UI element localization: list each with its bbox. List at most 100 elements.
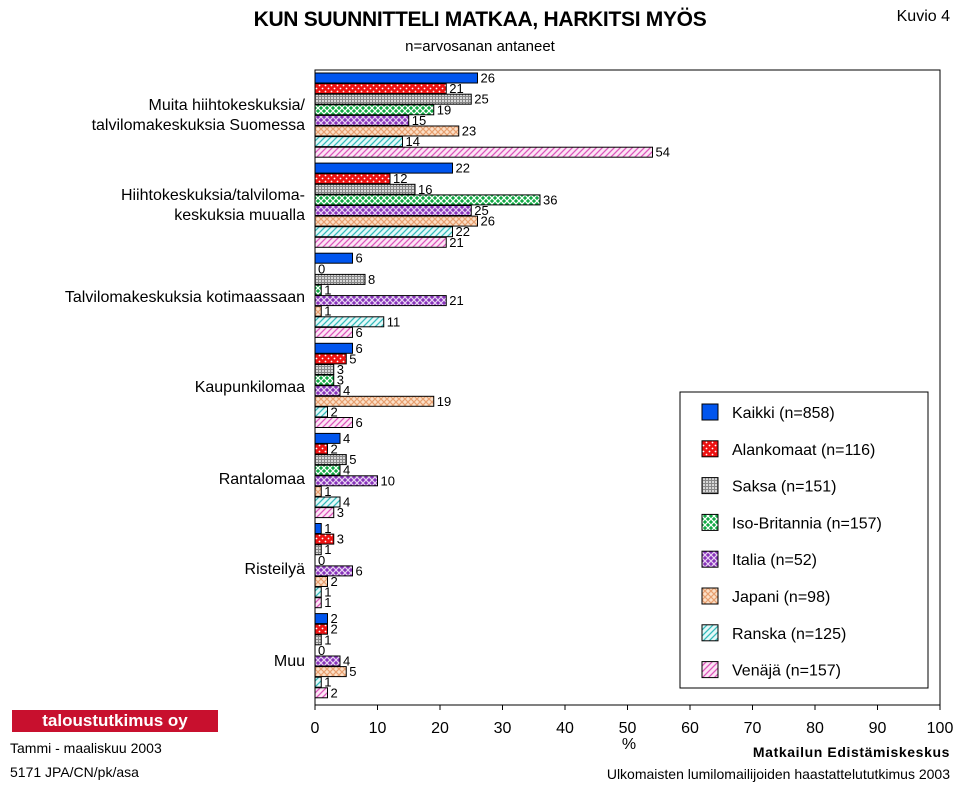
- legend-swatch-alankomaat: [701, 440, 719, 458]
- data-label-other-japani: 5: [349, 664, 356, 679]
- chart-title: KUN SUUNNITTELI MATKAA, HARKITSI MYÖS: [253, 8, 707, 31]
- source-note: Ulkomaisten lumilomailijoiden haastattel…: [606, 766, 950, 782]
- data-label-other-italia: 4: [343, 654, 350, 669]
- bar-beach-holiday-alankomaat: [314, 443, 328, 455]
- data-label-finland-resorts-italia: 15: [412, 113, 426, 128]
- category-label-home-resorts: Talvilomakeskuksia kotimaassaan: [64, 289, 305, 306]
- legend-swatch-saksa: [701, 477, 719, 495]
- survey-date: Tammi - maaliskuu 2003: [10, 740, 162, 756]
- data-label-beach-holiday-italia: 10: [381, 473, 395, 488]
- figure-number: Kuvio 4: [896, 8, 950, 25]
- bar-finland-resorts-italia: [314, 114, 410, 126]
- data-label-beach-holiday-ranska: 4: [343, 495, 350, 510]
- data-label-resorts-abroad-japani: 26: [481, 214, 495, 229]
- data-label-city-holiday-alankomaat: 5: [349, 351, 356, 366]
- data-label-home-resorts-venaja: 6: [356, 325, 363, 340]
- x-tick-label-10: 10: [369, 720, 387, 737]
- company-logo: taloustutkimus oy: [12, 710, 218, 732]
- x-tick-label-20: 20: [431, 720, 449, 737]
- x-tick-label-40: 40: [556, 720, 574, 737]
- bar-city-holiday-ranska: [314, 406, 328, 418]
- data-label-city-holiday-saksa: 3: [337, 362, 344, 377]
- data-label-cruise-venaja: 1: [324, 595, 331, 610]
- data-label-cruise-japani: 2: [331, 574, 338, 589]
- x-tick-label-100: 100: [927, 720, 954, 737]
- data-label-resorts-abroad-venaja: 21: [449, 235, 463, 250]
- bar-finland-resorts-venaja: [314, 146, 653, 158]
- legend-swatch-italia: [701, 550, 719, 568]
- data-label-resorts-abroad-alankomaat: 12: [393, 171, 407, 186]
- data-label-cruise-ranska: 1: [324, 585, 331, 600]
- bar-resorts-abroad-iso-britannia: [314, 194, 541, 206]
- data-label-home-resorts-iso-britannia: 1: [324, 283, 331, 298]
- data-label-city-holiday-japani: 19: [437, 394, 451, 409]
- legend-box: [679, 391, 929, 689]
- data-label-resorts-abroad-kaikki: 22: [456, 161, 470, 176]
- bar-beach-holiday-italia: [314, 475, 378, 487]
- data-label-beach-holiday-alankomaat: 2: [331, 442, 338, 457]
- bar-cruise-saksa: [314, 544, 322, 556]
- bar-other-ranska: [314, 676, 322, 688]
- bar-home-resorts-kaikki: [314, 252, 353, 264]
- bar-beach-holiday-kaikki: [314, 432, 341, 444]
- data-label-cruise-alankomaat: 3: [337, 532, 344, 547]
- x-tick-label-30: 30: [494, 720, 512, 737]
- bar-city-holiday-alankomaat: [314, 353, 347, 365]
- report-reference: 5171 JPA/CN/pk/asa: [10, 764, 139, 780]
- legend-swatch-venaja: [701, 661, 719, 679]
- data-label-other-kaikki: 2: [331, 611, 338, 626]
- data-label-beach-holiday-venaja: 3: [337, 505, 344, 520]
- bar-home-resorts-saksa: [314, 273, 366, 285]
- legend-label-kaikki: Kaikki (n=858): [732, 405, 835, 422]
- data-label-city-holiday-kaikki: 6: [356, 341, 363, 356]
- legend-label-italia: Italia (n=52): [732, 552, 817, 569]
- client-name: Matkailun Edistämiskeskus: [752, 744, 950, 760]
- data-label-cruise-kaikki: 1: [324, 521, 331, 536]
- category-label-beach-holiday: Rantalomaa: [218, 471, 305, 488]
- bar-cruise-japani: [314, 576, 328, 587]
- legend-label-ranska: Ranska (n=125): [732, 626, 846, 643]
- legend-label-saksa: Saksa (n=151): [732, 479, 837, 496]
- category-label-finland-resorts: Muita hiihtokeskuksia/ talvilomakeskuksi…: [91, 97, 305, 134]
- bar-other-italia: [314, 655, 341, 667]
- bar-cruise-ranska: [314, 586, 322, 598]
- data-label-city-holiday-iso-britannia: 3: [337, 373, 344, 388]
- legend-label-japani: Japani (n=98): [732, 589, 830, 606]
- category-label-city-holiday: Kaupunkilomaa: [194, 379, 305, 396]
- legend-swatch-kaikki: [701, 403, 719, 421]
- legend-label-iso-britannia: Iso-Britannia (n=157): [732, 515, 882, 532]
- bar-finland-resorts-iso-britannia: [314, 104, 435, 116]
- bar-resorts-abroad-italia: [314, 205, 472, 216]
- data-label-home-resorts-kaikki: 6: [356, 251, 363, 266]
- bar-beach-holiday-iso-britannia: [314, 464, 341, 476]
- x-tick-label-60: 60: [681, 720, 699, 737]
- x-tick-label-70: 70: [744, 720, 762, 737]
- data-label-home-resorts-italia: 21: [449, 293, 463, 308]
- bar-other-japani: [314, 666, 347, 678]
- legend-label-alankomaat: Alankomaat (n=116): [732, 442, 875, 459]
- data-label-home-resorts-alankomaat: 0: [318, 261, 325, 276]
- bar-beach-holiday-saksa: [314, 454, 347, 466]
- bar-city-holiday-italia: [314, 385, 341, 397]
- bar-home-resorts-japani: [314, 305, 322, 317]
- bar-resorts-abroad-alankomaat: [314, 173, 391, 185]
- data-label-resorts-abroad-ranska: 22: [456, 224, 470, 239]
- bar-resorts-abroad-venaja: [314, 236, 447, 248]
- bar-cruise-kaikki: [314, 523, 322, 534]
- category-label-other: Muu: [273, 653, 305, 670]
- bar-finland-resorts-alankomaat: [314, 83, 447, 95]
- bar-beach-holiday-japani: [314, 485, 322, 497]
- legend-swatch-japani: [701, 587, 719, 605]
- bar-city-holiday-saksa: [314, 364, 335, 375]
- bar-cruise-venaja: [314, 597, 322, 609]
- x-tick-label-90: 90: [869, 720, 887, 737]
- bar-other-venaja: [314, 687, 328, 699]
- data-label-city-holiday-venaja: 6: [356, 415, 363, 430]
- data-label-other-alankomaat: 2: [331, 622, 338, 637]
- chart-subtitle: n=arvosanan antaneet: [405, 38, 555, 55]
- data-label-other-ranska: 1: [324, 675, 331, 690]
- data-label-beach-holiday-saksa: 5: [349, 452, 356, 467]
- bar-home-resorts-iso-britannia: [314, 284, 322, 296]
- bar-resorts-abroad-kaikki: [314, 162, 453, 174]
- data-label-cruise-italia: 6: [356, 563, 363, 578]
